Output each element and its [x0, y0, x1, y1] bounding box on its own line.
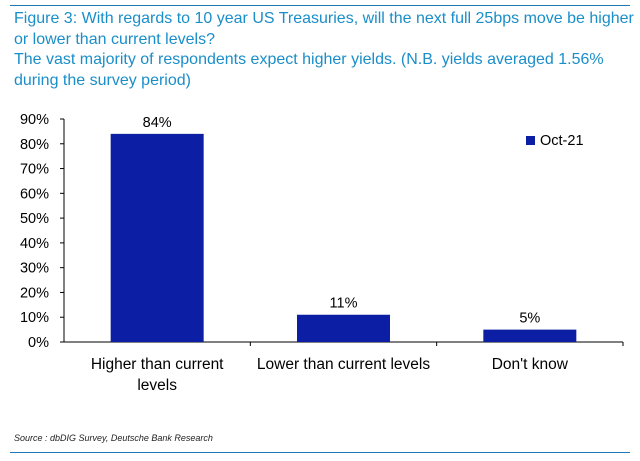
bottom-rule	[10, 452, 630, 453]
bar	[483, 329, 577, 342]
x-tick-label: Higher than current	[91, 356, 224, 373]
legend-label: Oct-21	[540, 133, 584, 149]
figure-title: Figure 3: With regards to 10 year US Tre…	[14, 9, 634, 91]
data-label: 11%	[330, 296, 358, 312]
y-tick-label: 40%	[20, 236, 49, 252]
x-tick-label: levels	[137, 377, 177, 394]
y-tick-label: 30%	[20, 261, 49, 277]
y-tick-label: 10%	[20, 310, 49, 326]
bar-chart: 0% 10% 20% 30% 40% 50% 60% 70% 80% 90% 84% Higher t…	[20, 112, 624, 394]
bar	[110, 133, 204, 342]
top-rule	[10, 5, 630, 6]
x-tick-label: Don't know	[492, 356, 569, 373]
figure-title-line-2: The vast majority of respondents expect …	[14, 51, 604, 89]
y-tick-label: 70%	[20, 162, 49, 178]
source-note: Source : dbDIG Survey, Deutsche Bank Res…	[14, 433, 213, 443]
figure-title-line-1: Figure 3: With regards to 10 year US Tre…	[14, 10, 634, 48]
data-label: 5%	[519, 311, 540, 327]
x-tick-label: Lower than current levels	[257, 356, 430, 373]
y-tick-label: 60%	[20, 186, 49, 202]
y-tick-label: 90%	[20, 112, 49, 128]
y-tick-label: 0%	[28, 335, 49, 351]
data-label: 84%	[143, 115, 172, 131]
legend-swatch	[526, 136, 535, 145]
bar	[297, 314, 390, 342]
y-tick-label: 50%	[20, 211, 49, 227]
y-tick-label: 80%	[20, 137, 49, 153]
y-tick-label: 20%	[20, 285, 49, 301]
